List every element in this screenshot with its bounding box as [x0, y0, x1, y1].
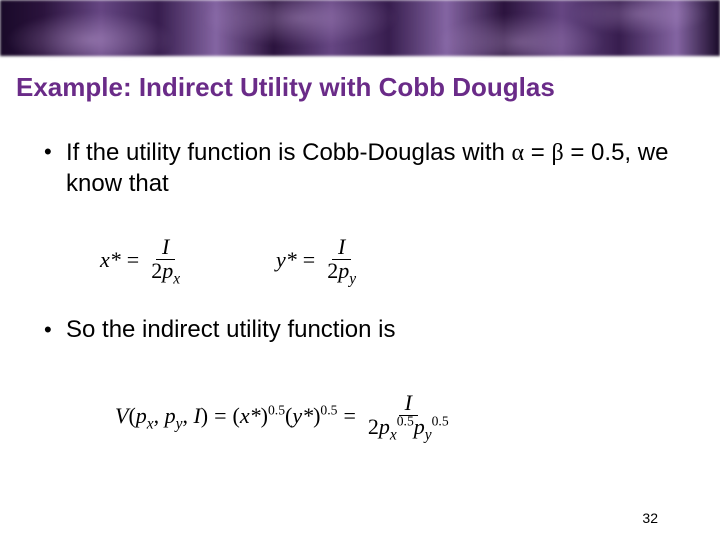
eq-v-equals2: =: [343, 403, 355, 429]
eq-v-I: I: [193, 403, 200, 428]
eq-v-den-py-p: p: [414, 414, 425, 439]
eq-v-exp2: 0.5: [320, 402, 337, 417]
eq-v-numerator: I: [399, 392, 418, 416]
bullet-list: • If the utility function is Cobb-Dougla…: [44, 138, 680, 205]
eq-v-den-2: 2: [368, 414, 379, 439]
decorative-banner-highlights: [0, 0, 720, 56]
alpha-symbol: α: [512, 140, 525, 166]
equation-row-2: V(px, py, I) = (x*)0.5(y*)0.5 = I 2px0.5…: [115, 392, 680, 439]
eq-v-den-px-exp: 0.5: [397, 414, 414, 429]
eq-x-equals: =: [127, 247, 139, 273]
eq-v-close: ): [201, 403, 208, 428]
eq-x-den-p: p: [162, 258, 173, 283]
eq-x-lhs: x*: [100, 247, 121, 273]
eq-y-den-p: p: [338, 258, 349, 283]
eq-v-den-py-exp: 0.5: [432, 414, 449, 429]
slide-title: Example: Indirect Utility with Cobb Doug…: [16, 72, 704, 103]
eq-x-den-sub: x: [173, 270, 180, 287]
eq-y-lhs: y*: [276, 247, 297, 273]
page-number: 32: [642, 510, 658, 526]
eq-v-mid: (x*)0.5(y*)0.5: [233, 403, 338, 429]
eq-y-denominator: 2py: [321, 260, 362, 283]
eq-v-den-px-p: p: [379, 414, 390, 439]
eq-v-comma1: ,: [154, 403, 160, 428]
eq-v-py-p: p: [165, 403, 176, 428]
bullet-1-text: If the utility function is Cobb-Douglas …: [66, 138, 680, 199]
eq-v-lhs: V(px, py, I): [115, 403, 208, 429]
equation-xstar: x* = I 2px: [100, 236, 186, 283]
eq-v-xstar: x*: [240, 403, 261, 428]
eq-v-open: (: [128, 403, 135, 428]
eq-v-den-py-sub: y: [425, 426, 432, 443]
eq-v-ystar: y*: [292, 403, 313, 428]
eq-v-px-sub: x: [147, 415, 154, 432]
eq-x-fraction: I 2px: [145, 236, 186, 283]
eq-v-close2: ): [261, 403, 268, 428]
eq-v-px-p: p: [136, 403, 147, 428]
eq-x-denominator: 2px: [145, 260, 186, 283]
eq-v-V: V: [115, 403, 128, 428]
eq-x-den-2: 2: [151, 258, 162, 283]
eq-v-comma2: ,: [182, 403, 188, 428]
bullet-2-row: • So the indirect utility function is: [44, 316, 680, 350]
beta-symbol: β: [551, 140, 563, 166]
eq-v-exp1: 0.5: [268, 402, 285, 417]
eq-y-fraction: I 2py: [321, 236, 362, 283]
bullet-1: • If the utility function is Cobb-Dougla…: [44, 138, 680, 199]
eq-v-den-px-sub: x: [390, 426, 397, 443]
eq-x-lhs-text: x*: [100, 247, 121, 272]
equation-ystar: y* = I 2py: [276, 236, 362, 283]
eq-v-equals1: =: [214, 403, 226, 429]
bullet-marker: •: [44, 138, 66, 166]
eq-v-denominator: 2px0.5py0.5: [362, 416, 455, 439]
eq-y-lhs-text: y*: [276, 247, 297, 272]
eq-y-den-sub: y: [349, 270, 356, 287]
bullet-2-text: So the indirect utility function is: [66, 316, 680, 344]
eq-y-numerator: I: [332, 236, 351, 260]
eq-x-numerator: I: [156, 236, 175, 260]
equation-row-1: x* = I 2px y* = I 2py: [100, 236, 680, 283]
eq-v-open2: (: [233, 403, 240, 428]
eq-y-equals: =: [303, 247, 315, 273]
eq-v-fraction: I 2px0.5py0.5: [362, 392, 455, 439]
eq-y-den-2: 2: [327, 258, 338, 283]
bullet-1-seg-b: =: [524, 139, 551, 166]
bullet-2-marker: •: [44, 316, 66, 344]
bullet-1-seg-a: If the utility function is Cobb-Douglas …: [66, 139, 512, 166]
equation-indirect-utility: V(px, py, I) = (x*)0.5(y*)0.5 = I 2px0.5…: [115, 392, 455, 439]
